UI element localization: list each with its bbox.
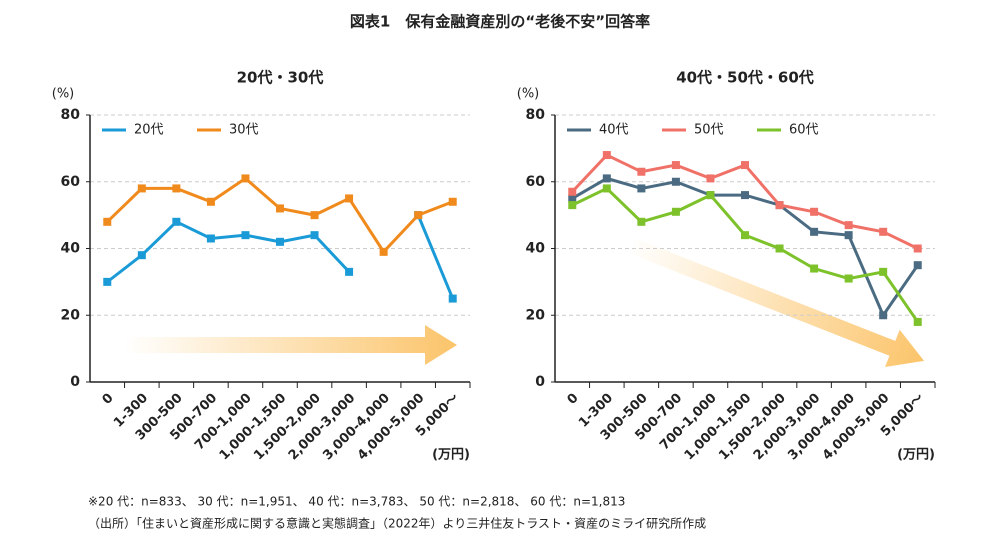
data-point [276, 237, 284, 246]
data-point [913, 244, 922, 253]
data-point [568, 187, 577, 196]
data-point [637, 184, 646, 193]
data-point [206, 234, 215, 243]
data-point [844, 221, 853, 230]
legend-label: 40代 [599, 123, 629, 138]
data-point [137, 251, 146, 260]
legend-label: 50代 [694, 123, 724, 138]
x-tick-label: 0 [565, 391, 582, 408]
data-point [671, 161, 680, 170]
legend-label: 30代 [229, 123, 259, 138]
data-point [345, 267, 354, 276]
data-point [706, 174, 715, 183]
data-point [602, 151, 611, 160]
y-tick-label: 20 [61, 307, 81, 323]
trend-arrow-group [627, 237, 925, 367]
data-point [310, 211, 319, 220]
source-note: （出所）「住まいと資産形成に関する意識と実態調査」（2022年）より三井住友トラ… [88, 516, 706, 531]
y-tick-label: 60 [61, 174, 81, 190]
y-tick-label: 60 [526, 174, 546, 190]
trend-arrow [627, 237, 925, 367]
data-point [414, 211, 423, 220]
y-axis-label: (%) [52, 87, 75, 102]
data-point [671, 207, 680, 216]
data-point [241, 174, 250, 183]
data-point [810, 227, 819, 236]
y-tick-label: 40 [61, 241, 81, 257]
data-point [637, 217, 646, 226]
x-axis-label: (万円) [432, 448, 470, 463]
data-point [810, 207, 819, 216]
x-tick-label: 0 [100, 391, 117, 408]
data-point [879, 311, 888, 320]
data-point [810, 264, 819, 273]
data-point [276, 204, 284, 213]
data-point [913, 317, 922, 326]
data-point [706, 191, 715, 200]
y-tick-label: 0 [535, 374, 545, 390]
data-point [568, 194, 577, 203]
data-point [602, 184, 611, 193]
data-point [741, 231, 749, 240]
data-point [879, 227, 888, 236]
y-tick-label: 0 [70, 374, 80, 390]
figure-title: 図表1 保有金融資産別の“老後不安”回答率 [350, 13, 650, 31]
y-axis-label: (%) [517, 87, 540, 102]
data-point [137, 184, 146, 193]
data-point [671, 177, 680, 186]
series-line [571, 186, 919, 323]
data-point [379, 247, 388, 256]
data-point [448, 197, 457, 206]
data-point [775, 201, 784, 210]
data-point [345, 194, 354, 203]
data-point [241, 231, 250, 240]
data-point [448, 294, 457, 303]
data-point [172, 184, 181, 193]
data-point [602, 174, 611, 183]
data-point [741, 191, 749, 200]
legend-label: 60代 [789, 123, 819, 138]
y-tick-label: 40 [526, 241, 546, 257]
y-tick-label: 20 [526, 307, 546, 323]
data-point [844, 274, 853, 283]
data-point [310, 231, 319, 240]
series-line [106, 214, 455, 300]
y-tick-label: 80 [526, 107, 546, 123]
data-point [741, 161, 749, 170]
chart-title: 20代・30代 [237, 69, 324, 87]
data-point [103, 277, 112, 286]
y-tick-label: 80 [61, 107, 81, 123]
x-axis-label: (万円) [897, 448, 935, 463]
data-point [172, 217, 181, 226]
data-point [637, 167, 646, 176]
footnote: ※20 代：n=833、 30 代：n=1,951、 40 代：n=3,783、… [88, 495, 625, 509]
data-point [775, 244, 784, 253]
legend-label: 20代 [134, 123, 164, 138]
data-point [103, 217, 112, 226]
data-point [206, 197, 215, 206]
data-point [568, 201, 577, 210]
chart-title: 40代・50代・60代 [676, 69, 814, 87]
data-point [913, 261, 922, 270]
data-point [879, 267, 888, 276]
trend-arrow [125, 325, 457, 365]
data-point [844, 231, 853, 240]
